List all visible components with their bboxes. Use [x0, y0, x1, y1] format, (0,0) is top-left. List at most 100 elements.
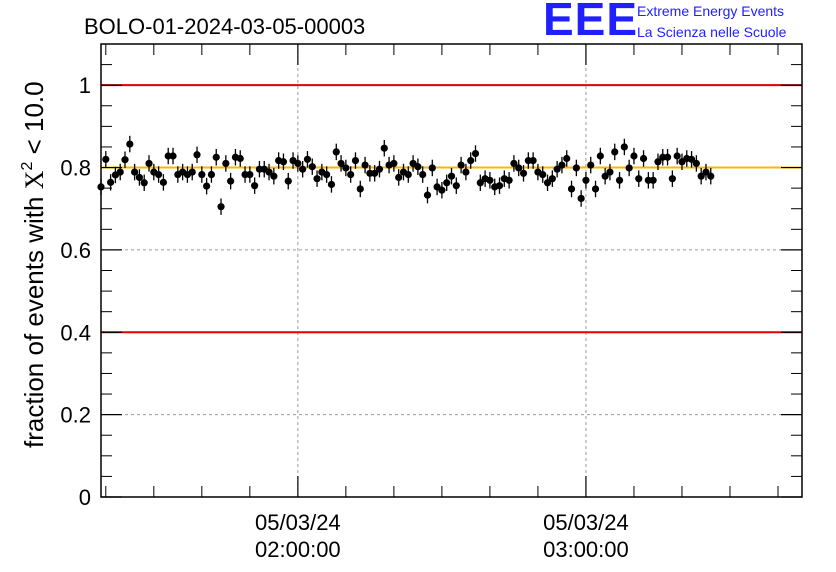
data-point: [303, 155, 312, 163]
data-point: [347, 170, 355, 179]
y-tick-label: 0.4: [60, 320, 91, 345]
data-point: [567, 185, 576, 193]
data-point: [457, 161, 465, 169]
data-point: [611, 148, 619, 156]
data-point: [356, 185, 364, 193]
data-point: [447, 172, 456, 180]
data-point: [265, 168, 273, 176]
data-point: [380, 144, 388, 152]
data-point: [543, 179, 552, 187]
data-point: [673, 152, 681, 160]
data-point: [155, 170, 163, 179]
data-point: [246, 170, 254, 179]
y-axis-label-suffix: < 10.0: [19, 81, 49, 161]
data-point: [471, 149, 480, 158]
data-point: [620, 143, 628, 151]
data-point: [116, 168, 124, 176]
data-point: [587, 161, 595, 169]
data-point: [438, 186, 446, 194]
data-point: [539, 170, 547, 179]
data-point: [140, 179, 148, 187]
data-point: [131, 168, 139, 176]
data-point: [121, 156, 129, 164]
data-point: [342, 164, 350, 172]
data-point: [515, 164, 523, 172]
data-point: [414, 163, 422, 171]
data-point: [294, 159, 302, 168]
data-point: [308, 163, 316, 171]
data-point: [548, 175, 556, 183]
data-point: [299, 165, 307, 173]
data-point: [313, 175, 321, 183]
data-point: [337, 159, 345, 168]
data-point: [270, 172, 278, 180]
data-point: [654, 158, 662, 166]
data-point: [107, 178, 115, 186]
data-point: [649, 176, 657, 184]
data-point: [395, 173, 403, 182]
data-point: [279, 158, 288, 166]
data-point: [193, 151, 201, 159]
data-point: [495, 182, 504, 190]
y-axis-label-sup: 2: [19, 162, 36, 171]
data-point: [601, 172, 609, 180]
y-tick-label: 0: [79, 485, 91, 510]
reference-lines: [101, 84, 802, 334]
data-point: [625, 164, 633, 172]
data-point: [236, 154, 244, 163]
data-point: [361, 161, 369, 169]
data-point: [390, 159, 398, 168]
data-point: [198, 170, 206, 179]
data-point: [323, 170, 331, 179]
data-point: [145, 159, 153, 168]
data-point: [188, 168, 196, 176]
y-tick-label: 0.6: [60, 238, 91, 263]
chart-title: BOLO-01-2024-03-05-00003: [84, 14, 365, 39]
data-point: [582, 176, 590, 184]
data-point: [505, 176, 513, 184]
data-point: [203, 182, 211, 190]
data-point: [697, 172, 705, 180]
data-point: [126, 140, 134, 148]
data-point: [702, 168, 710, 176]
data-point: [327, 180, 336, 189]
y-axis-label-prefix: fraction of events with: [19, 189, 49, 448]
data-point: [284, 177, 292, 185]
data-point: [332, 148, 340, 156]
data-point: [639, 154, 648, 163]
y-axis-label-chi: X: [20, 170, 49, 189]
y-axis-label: fraction of events with X2 < 10.0: [19, 81, 49, 448]
data-point: [351, 156, 360, 165]
data-point: [596, 152, 604, 160]
data-point: [692, 159, 700, 168]
data-point: [135, 173, 144, 182]
data-point: [606, 168, 614, 176]
data-point: [663, 153, 672, 161]
data-point: [486, 176, 494, 184]
x-tick-date: 05/03/24: [255, 510, 341, 535]
data-point: [371, 169, 379, 177]
grid-lines: [101, 44, 802, 497]
data-point: [169, 152, 177, 160]
data-point: [428, 164, 436, 172]
x-tick-time: 02:00:00: [255, 537, 341, 562]
x-tick-date: 05/03/24: [543, 510, 629, 535]
data-point: [452, 182, 460, 190]
data-point: [529, 156, 537, 165]
data-point: [707, 172, 715, 180]
data-point: [572, 164, 580, 172]
data-point: [419, 170, 427, 179]
data-point: [635, 175, 643, 183]
data-point: [404, 170, 412, 179]
data-point: [558, 161, 566, 169]
data-point: [668, 175, 676, 183]
x-tick-time: 03:00:00: [543, 537, 629, 562]
data-point: [462, 168, 470, 176]
data-point: [577, 194, 585, 203]
data-point: [227, 177, 235, 185]
data-point: [467, 156, 475, 165]
data-point: [615, 176, 624, 184]
data-point: [630, 152, 638, 160]
data-point: [519, 169, 528, 177]
